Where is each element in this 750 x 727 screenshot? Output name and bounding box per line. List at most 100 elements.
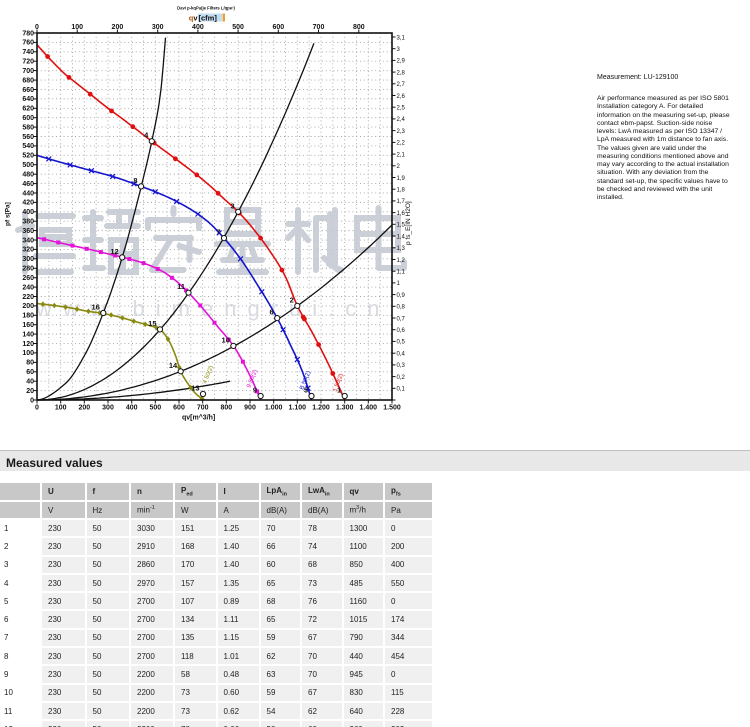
svg-text:260: 260 (22, 275, 34, 282)
svg-text:300: 300 (102, 405, 114, 412)
svg-text:560: 560 (22, 134, 34, 141)
svg-text:160: 160 (22, 322, 34, 329)
svg-text:0,1: 0,1 (397, 387, 406, 393)
svg-text:8: 8 (133, 176, 137, 185)
svg-text:580: 580 (22, 124, 34, 131)
svg-text:40: 40 (26, 379, 34, 386)
svg-text:[cfm]: [cfm] (199, 14, 218, 23)
svg-text:60: 60 (26, 369, 34, 376)
svg-text:340: 340 (22, 237, 34, 244)
svg-text:2: 2 (397, 164, 401, 170)
svg-text:B 50(2): B 50(2) (299, 370, 312, 391)
svg-text:2,1: 2,1 (397, 152, 406, 158)
svg-text:780: 780 (22, 30, 34, 37)
svg-text:16: 16 (91, 303, 99, 312)
svg-text:1,1: 1,1 (397, 270, 406, 276)
svg-text:3: 3 (231, 201, 235, 210)
svg-text:540: 540 (22, 143, 34, 150)
svg-text:2,9: 2,9 (397, 59, 406, 65)
svg-text:480: 480 (22, 172, 34, 179)
svg-text:5: 5 (304, 386, 308, 395)
svg-text:www.bimengrui.cn: www.bimengrui.cn (35, 296, 391, 321)
svg-text:300: 300 (22, 256, 34, 263)
svg-text:0,7: 0,7 (397, 316, 406, 322)
svg-text:460: 460 (22, 181, 34, 188)
svg-text:0,9: 0,9 (397, 293, 406, 299)
svg-text:700: 700 (22, 68, 34, 75)
svg-text:220: 220 (22, 294, 34, 301)
svg-text:0,4: 0,4 (397, 352, 406, 358)
svg-text:1.400: 1.400 (360, 405, 378, 412)
svg-text:qv[m^3/h]: qv[m^3/h] (182, 414, 215, 422)
svg-text:0: 0 (30, 397, 34, 404)
svg-text:80: 80 (26, 360, 34, 367)
svg-text:280: 280 (22, 266, 34, 273)
svg-text:300: 300 (152, 24, 164, 31)
svg-text:1,9: 1,9 (397, 176, 406, 182)
svg-text:1.200: 1.200 (312, 405, 330, 412)
svg-text:600: 600 (173, 405, 185, 412)
svg-text:120: 120 (22, 341, 34, 348)
svg-text:2,3: 2,3 (397, 129, 406, 135)
svg-text:740: 740 (22, 49, 34, 56)
svg-text:20: 20 (26, 388, 34, 395)
svg-text:qv: qv (189, 14, 199, 23)
svg-text:10: 10 (222, 335, 230, 344)
svg-text:500: 500 (149, 405, 161, 412)
svg-text:9: 9 (253, 386, 257, 395)
svg-text:2,7: 2,7 (397, 82, 406, 88)
svg-text:720: 720 (22, 59, 34, 66)
svg-text:400: 400 (22, 209, 34, 216)
svg-text:500: 500 (22, 162, 34, 169)
svg-text:1.500: 1.500 (383, 405, 401, 412)
svg-text:7: 7 (216, 228, 220, 237)
svg-text:0,6: 0,6 (397, 328, 406, 334)
svg-text:1,4: 1,4 (397, 234, 406, 240)
svg-text:1,5: 1,5 (397, 223, 406, 229)
svg-text:800: 800 (353, 24, 365, 31)
svg-text:12: 12 (110, 247, 118, 256)
svg-text:1.100: 1.100 (289, 405, 307, 412)
svg-text:1.000: 1.000 (265, 405, 283, 412)
svg-text:700: 700 (313, 24, 325, 31)
svg-text:Davi p-kqPa(je Filters L/qpe³): Davi p-kqPa(je Filters L/qpe³) (177, 6, 235, 11)
svg-text:700: 700 (197, 405, 209, 412)
svg-text:15: 15 (148, 319, 156, 328)
svg-text:140: 140 (22, 331, 34, 338)
svg-text:660: 660 (22, 87, 34, 94)
svg-text:500: 500 (232, 24, 244, 31)
svg-text:1,7: 1,7 (397, 199, 406, 205)
svg-text:2,2: 2,2 (397, 141, 406, 147)
svg-text:1.300: 1.300 (336, 405, 354, 412)
svg-text:180: 180 (22, 313, 34, 320)
svg-text:440: 440 (22, 190, 34, 197)
svg-text:900: 900 (244, 405, 256, 412)
svg-text:2: 2 (290, 295, 294, 304)
svg-text:11: 11 (177, 282, 185, 291)
svg-text:3: 3 (397, 47, 401, 53)
svg-text:620: 620 (22, 106, 34, 113)
svg-text:400: 400 (192, 24, 204, 31)
svg-text:600: 600 (22, 115, 34, 122)
svg-text:1,2: 1,2 (397, 258, 406, 264)
svg-text:420: 420 (22, 200, 34, 207)
svg-text:0,5: 0,5 (397, 340, 406, 346)
svg-text:760: 760 (22, 40, 34, 47)
svg-text:2,4: 2,4 (397, 117, 406, 123)
svg-text:0,8: 0,8 (397, 305, 406, 311)
svg-text:13: 13 (191, 384, 199, 393)
svg-text:680: 680 (22, 77, 34, 84)
svg-text:6: 6 (270, 308, 274, 317)
svg-text:1,3: 1,3 (397, 246, 406, 252)
svg-text:pf s[Pa]: pf s[Pa] (5, 202, 12, 226)
svg-text:0,3: 0,3 (397, 363, 406, 369)
svg-text:1,8: 1,8 (397, 188, 406, 194)
svg-text:200: 200 (22, 303, 34, 310)
svg-text:14: 14 (169, 361, 178, 370)
svg-text:640: 640 (22, 96, 34, 103)
svg-text:320: 320 (22, 247, 34, 254)
svg-text:p fs_E[IN H2O]: p fs_E[IN H2O] (405, 201, 412, 245)
svg-text:200: 200 (78, 405, 90, 412)
svg-text:0: 0 (35, 24, 39, 31)
svg-text:0: 0 (35, 405, 39, 412)
